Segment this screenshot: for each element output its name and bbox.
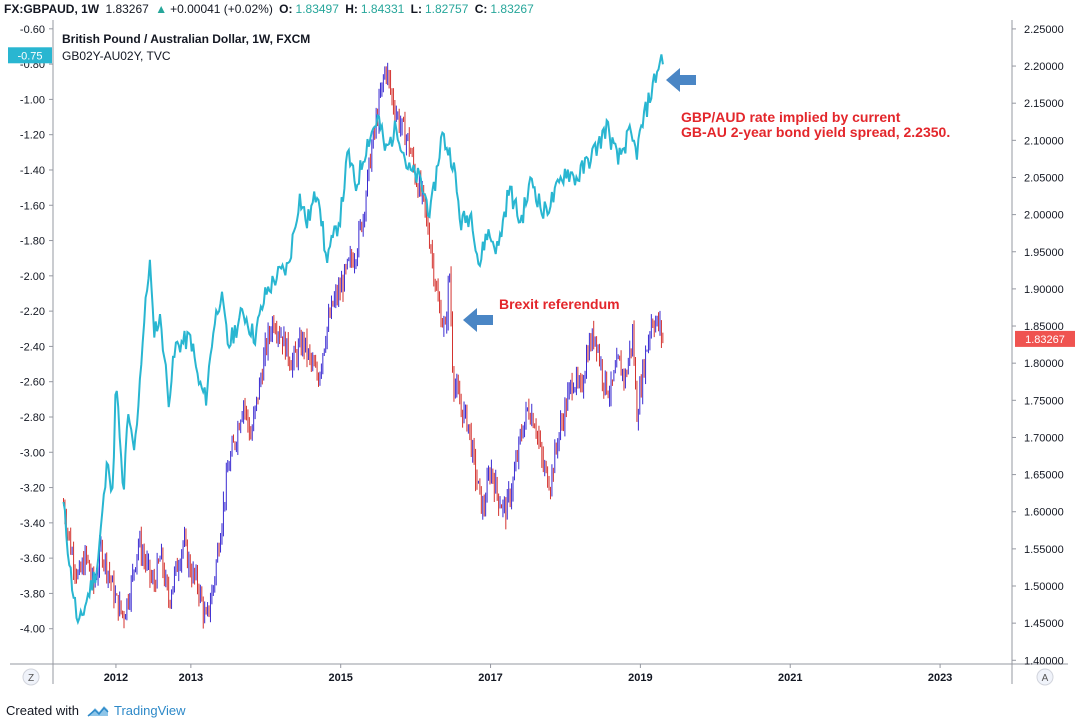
time-tick-label: 2013 <box>179 672 203 684</box>
right-tick-label: 1.65000 <box>1024 470 1064 482</box>
legend-primary: British Pound / Australian Dollar, 1W, F… <box>62 32 311 46</box>
a-button-label: A <box>1042 673 1049 684</box>
bond-spread-annotation: GBP/AUD rate implied by current GB-AU 2-y… <box>681 110 950 140</box>
left-tick-label: -2.40 <box>20 341 45 353</box>
time-tick-label: 2019 <box>628 672 652 684</box>
low-label: L: <box>410 2 422 16</box>
time-tick-label: 2023 <box>928 672 952 684</box>
right-tick-label: 2.05000 <box>1024 172 1064 184</box>
close-value: 1.83267 <box>490 2 534 16</box>
spread-value-tag-label: -0.75 <box>17 50 42 62</box>
time-tick-label: 2021 <box>778 672 802 684</box>
time-tick-label: 2017 <box>478 672 502 684</box>
low-value: 1.82757 <box>424 2 469 16</box>
chart-legend: British Pound / Australian Dollar, 1W, F… <box>62 31 310 65</box>
left-tick-label: -1.40 <box>20 165 45 177</box>
right-tick-label: 2.10000 <box>1024 135 1064 147</box>
left-tick-label: -2.80 <box>20 412 45 424</box>
last-price-tag <box>1015 330 1075 347</box>
left-tick-label: -3.00 <box>20 447 45 459</box>
footer-brand[interactable]: TradingView <box>114 703 186 718</box>
right-tick-label: 1.90000 <box>1024 284 1064 296</box>
arrow-left-icon <box>666 68 696 92</box>
time-tick-label: 2012 <box>104 672 128 684</box>
symbol-header: FX:GBPAUD, 1W 1.83267 ▲ +0.00041 (+0.02%)… <box>0 0 1078 20</box>
high-value: 1.84331 <box>360 2 405 16</box>
left-tick-label: -1.20 <box>20 130 45 142</box>
right-tick-label: 1.50000 <box>1024 581 1064 593</box>
close-label: C: <box>474 2 488 16</box>
tradingview-logo-icon <box>87 705 109 717</box>
left-tick-label: -0.60 <box>20 24 45 36</box>
auto-scale-z-button[interactable] <box>22 668 40 686</box>
left-tick-label: -3.20 <box>20 483 45 495</box>
left-tick-label: -1.80 <box>20 236 45 248</box>
right-tick-label: 1.70000 <box>1024 432 1064 444</box>
left-tick-label: -3.80 <box>20 588 45 600</box>
right-tick-label: 2.00000 <box>1024 210 1064 222</box>
brexit-annotation: Brexit referendum <box>499 296 620 312</box>
footer-prefix: Created with <box>6 703 79 718</box>
high-label: H: <box>345 2 358 16</box>
price-chart[interactable]: -0.60-0.80-1.00-1.20-1.40-1.60-1.80-2.00… <box>0 20 1078 700</box>
right-tick-label: 2.15000 <box>1024 98 1064 110</box>
spread-value-tag <box>8 47 52 64</box>
footer: Created with TradingView <box>6 702 186 720</box>
right-tick-label: 1.85000 <box>1024 321 1064 333</box>
right-tick-label: 2.25000 <box>1024 24 1064 36</box>
left-tick-label: -2.20 <box>20 306 45 318</box>
right-tick-label: 1.40000 <box>1024 655 1064 667</box>
right-tick-label: 1.75000 <box>1024 395 1064 407</box>
right-tick-label: 1.55000 <box>1024 544 1064 556</box>
symbol-label: FX:GBPAUD, 1W <box>4 2 100 16</box>
change-up-icon: ▲ <box>155 2 168 16</box>
z-button-label: Z <box>28 673 34 684</box>
price-change: +0.00041 (+0.02%) <box>170 2 273 16</box>
open-value: 1.83497 <box>295 2 339 16</box>
arrow-left-icon <box>463 308 493 332</box>
open-label: O: <box>279 2 293 16</box>
left-tick-label: -1.00 <box>20 94 45 106</box>
left-tick-label: -4.00 <box>20 624 45 636</box>
left-tick-label: -3.60 <box>20 553 45 565</box>
right-tick-label: 1.95000 <box>1024 247 1064 259</box>
right-tick-label: 1.60000 <box>1024 507 1064 519</box>
left-tick-label: -2.00 <box>20 271 45 283</box>
left-tick-label: -1.60 <box>20 200 45 212</box>
time-tick-label: 2015 <box>328 672 352 684</box>
right-tick-label: 1.45000 <box>1024 618 1064 630</box>
bond-annotation-line: GBP/AUD rate implied by current <box>681 109 901 125</box>
legend-secondary: GB02Y-AU02Y, TVC <box>62 49 171 63</box>
bond-annotation-line: GB-AU 2-year bond yield spread, 2.2350. <box>681 124 951 140</box>
last-price: 1.83267 <box>105 2 149 16</box>
left-tick-label: -3.40 <box>20 518 45 530</box>
spread-series-line <box>62 54 664 626</box>
auto-scale-a-button[interactable] <box>1036 668 1054 686</box>
last-price-tag-label: 1.83267 <box>1025 334 1065 346</box>
right-tick-label: 1.80000 <box>1024 358 1064 370</box>
right-tick-label: 2.20000 <box>1024 61 1064 73</box>
left-tick-label: -2.60 <box>20 377 45 389</box>
